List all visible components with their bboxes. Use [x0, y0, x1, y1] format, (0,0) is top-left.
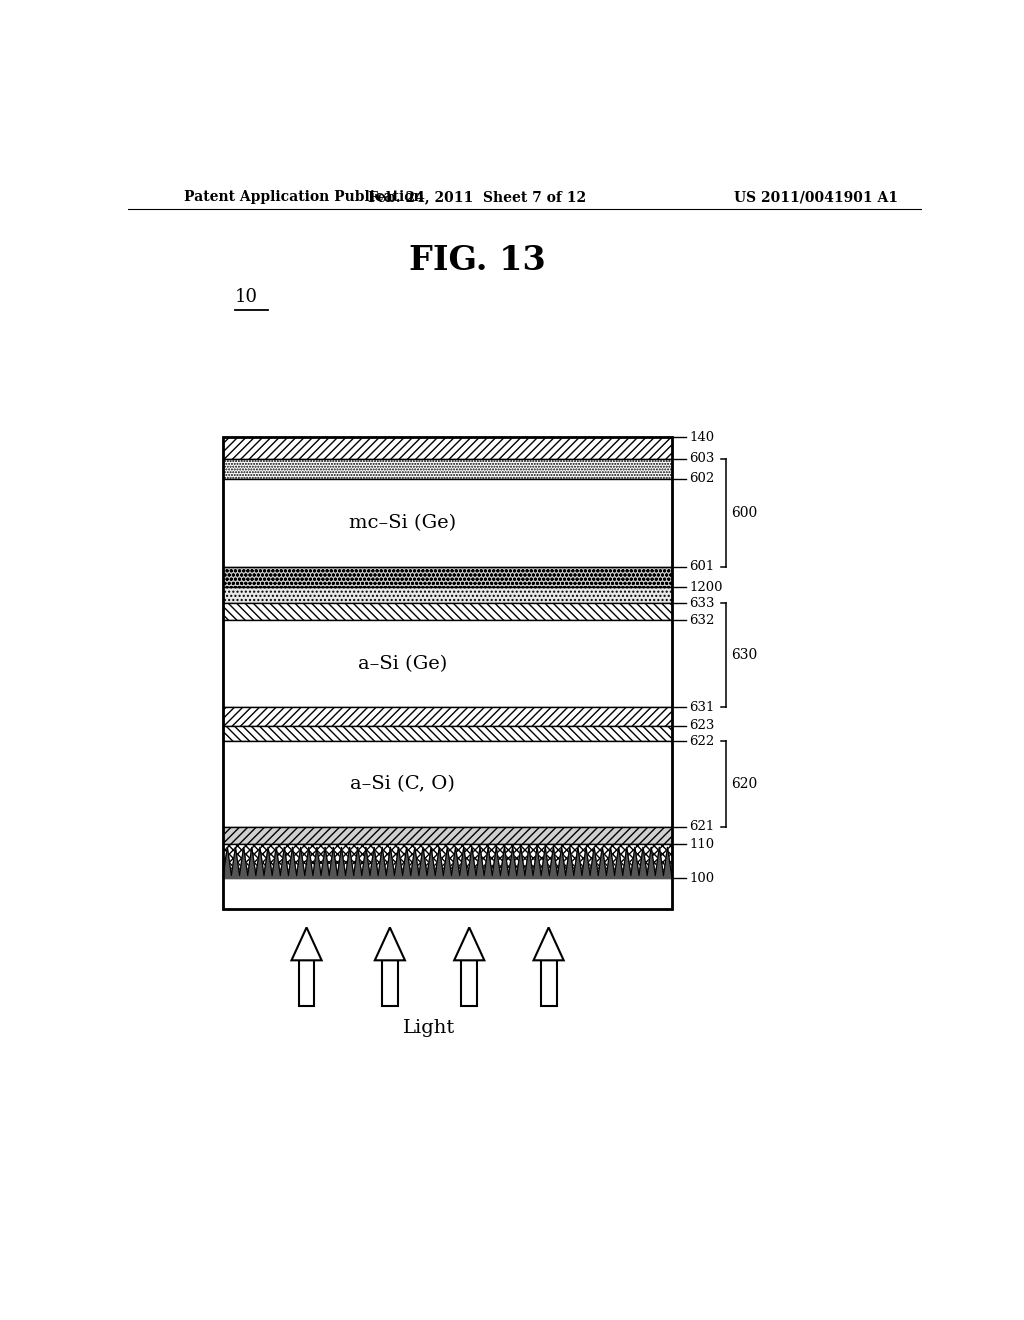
Text: a–Si (Ge): a–Si (Ge)	[358, 655, 447, 673]
Bar	[223, 437, 672, 459]
Text: Light: Light	[402, 1019, 455, 1038]
Bar	[223, 603, 672, 620]
Text: mc–Si (Ge): mc–Si (Ge)	[349, 513, 456, 532]
Bar	[223, 708, 672, 726]
Bar	[223, 437, 672, 909]
Bar	[541, 961, 557, 1006]
Polygon shape	[534, 928, 563, 961]
Text: 631: 631	[689, 701, 715, 714]
Text: 633: 633	[689, 597, 715, 610]
Bar	[223, 458, 672, 479]
Text: 621: 621	[689, 820, 715, 833]
Text: Feb. 24, 2011  Sheet 7 of 12: Feb. 24, 2011 Sheet 7 of 12	[368, 190, 587, 205]
Bar	[223, 566, 672, 587]
Text: 601: 601	[689, 560, 715, 573]
Bar	[223, 826, 672, 845]
Bar	[223, 878, 672, 909]
Bar	[223, 587, 672, 603]
Text: 1200: 1200	[689, 581, 723, 594]
Text: 140: 140	[689, 430, 714, 444]
Polygon shape	[223, 847, 672, 878]
Text: 622: 622	[689, 735, 715, 748]
Bar	[223, 845, 672, 878]
Bar	[223, 726, 672, 742]
Text: 100: 100	[689, 871, 714, 884]
Text: US 2011/0041901 A1: US 2011/0041901 A1	[734, 190, 898, 205]
Text: 600: 600	[731, 506, 758, 520]
Text: 603: 603	[689, 453, 715, 465]
Text: 602: 602	[689, 473, 715, 486]
Text: FIG. 13: FIG. 13	[409, 244, 546, 277]
Text: 623: 623	[689, 719, 715, 733]
Bar	[382, 961, 397, 1006]
Text: a–Si (C, O): a–Si (C, O)	[350, 775, 455, 793]
Bar	[223, 620, 672, 708]
Polygon shape	[375, 928, 404, 961]
Text: 110: 110	[689, 838, 714, 851]
Text: 630: 630	[731, 648, 758, 663]
Text: 620: 620	[731, 777, 758, 791]
Text: 632: 632	[689, 614, 715, 627]
Text: Patent Application Publication: Patent Application Publication	[183, 190, 423, 205]
Bar	[299, 961, 314, 1006]
Polygon shape	[292, 928, 322, 961]
Bar	[461, 961, 477, 1006]
Bar	[223, 479, 672, 566]
Text: 10: 10	[236, 288, 258, 306]
Polygon shape	[455, 928, 484, 961]
Bar	[223, 742, 672, 826]
